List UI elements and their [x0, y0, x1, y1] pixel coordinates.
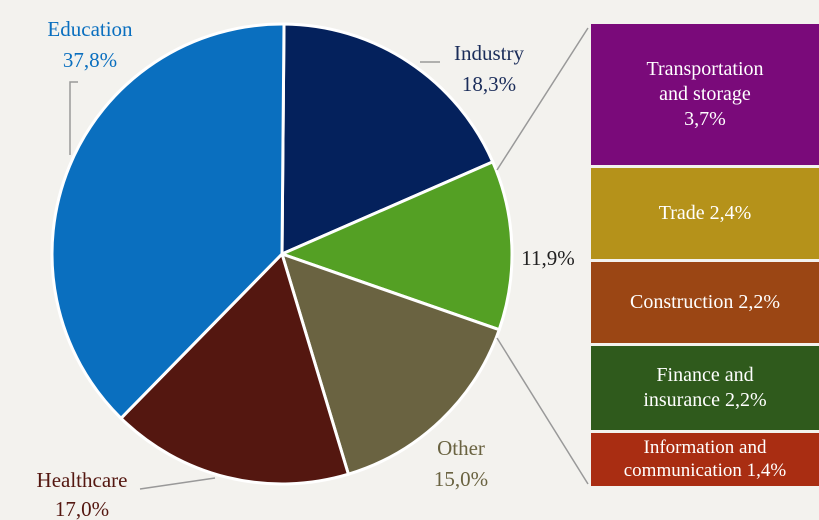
- leader-education: [69, 81, 78, 155]
- slice-education: [50, 22, 286, 421]
- slice-healthcare: [118, 251, 351, 486]
- breakdown-information-line2: communication 1,4%: [623, 459, 787, 481]
- leader-healthcare: [139, 477, 216, 490]
- breakdown-information-line1: Information and: [643, 436, 767, 458]
- breakdown-construction-line1: Construction 2,2%: [630, 291, 780, 313]
- slice-group: [277, 159, 514, 332]
- breakdown-transportation-line3: 3,7%: [684, 108, 726, 130]
- breakdown-transportation-line1: Transportation: [646, 58, 764, 80]
- value-education: 37,8%: [63, 48, 117, 72]
- label-other: Other: [437, 436, 485, 460]
- slice-other: [279, 251, 502, 477]
- breakdown-construction: Construction 2,2%: [591, 262, 819, 343]
- label-education: Education: [47, 17, 133, 41]
- breakdown-transportation: Transportation and storage 3,7%: [591, 24, 819, 165]
- connector-bottom: [496, 337, 589, 485]
- value-group: 11,9%: [521, 246, 574, 270]
- label-healthcare: Healthcare: [37, 468, 128, 492]
- breakdown-finance-line2: insurance 2,2%: [643, 389, 767, 411]
- label-industry: Industry: [454, 41, 524, 65]
- breakdown-finance-line1: Finance and: [656, 364, 754, 386]
- connector-top: [496, 27, 589, 171]
- slice-industry: [280, 22, 495, 257]
- value-industry: 18,3%: [462, 72, 516, 96]
- breakdown-transportation-line2: and storage: [659, 83, 751, 105]
- breakdown-trade: Trade 2,4%: [591, 168, 819, 259]
- value-healthcare: 17,0%: [55, 497, 109, 520]
- breakdown-finance: Finance and insurance 2,2%: [591, 346, 819, 430]
- breakdown-trade-line1: Trade 2,4%: [658, 202, 752, 224]
- breakdown-information: Information and communication 1,4%: [591, 433, 819, 486]
- value-other: 15,0%: [434, 467, 488, 491]
